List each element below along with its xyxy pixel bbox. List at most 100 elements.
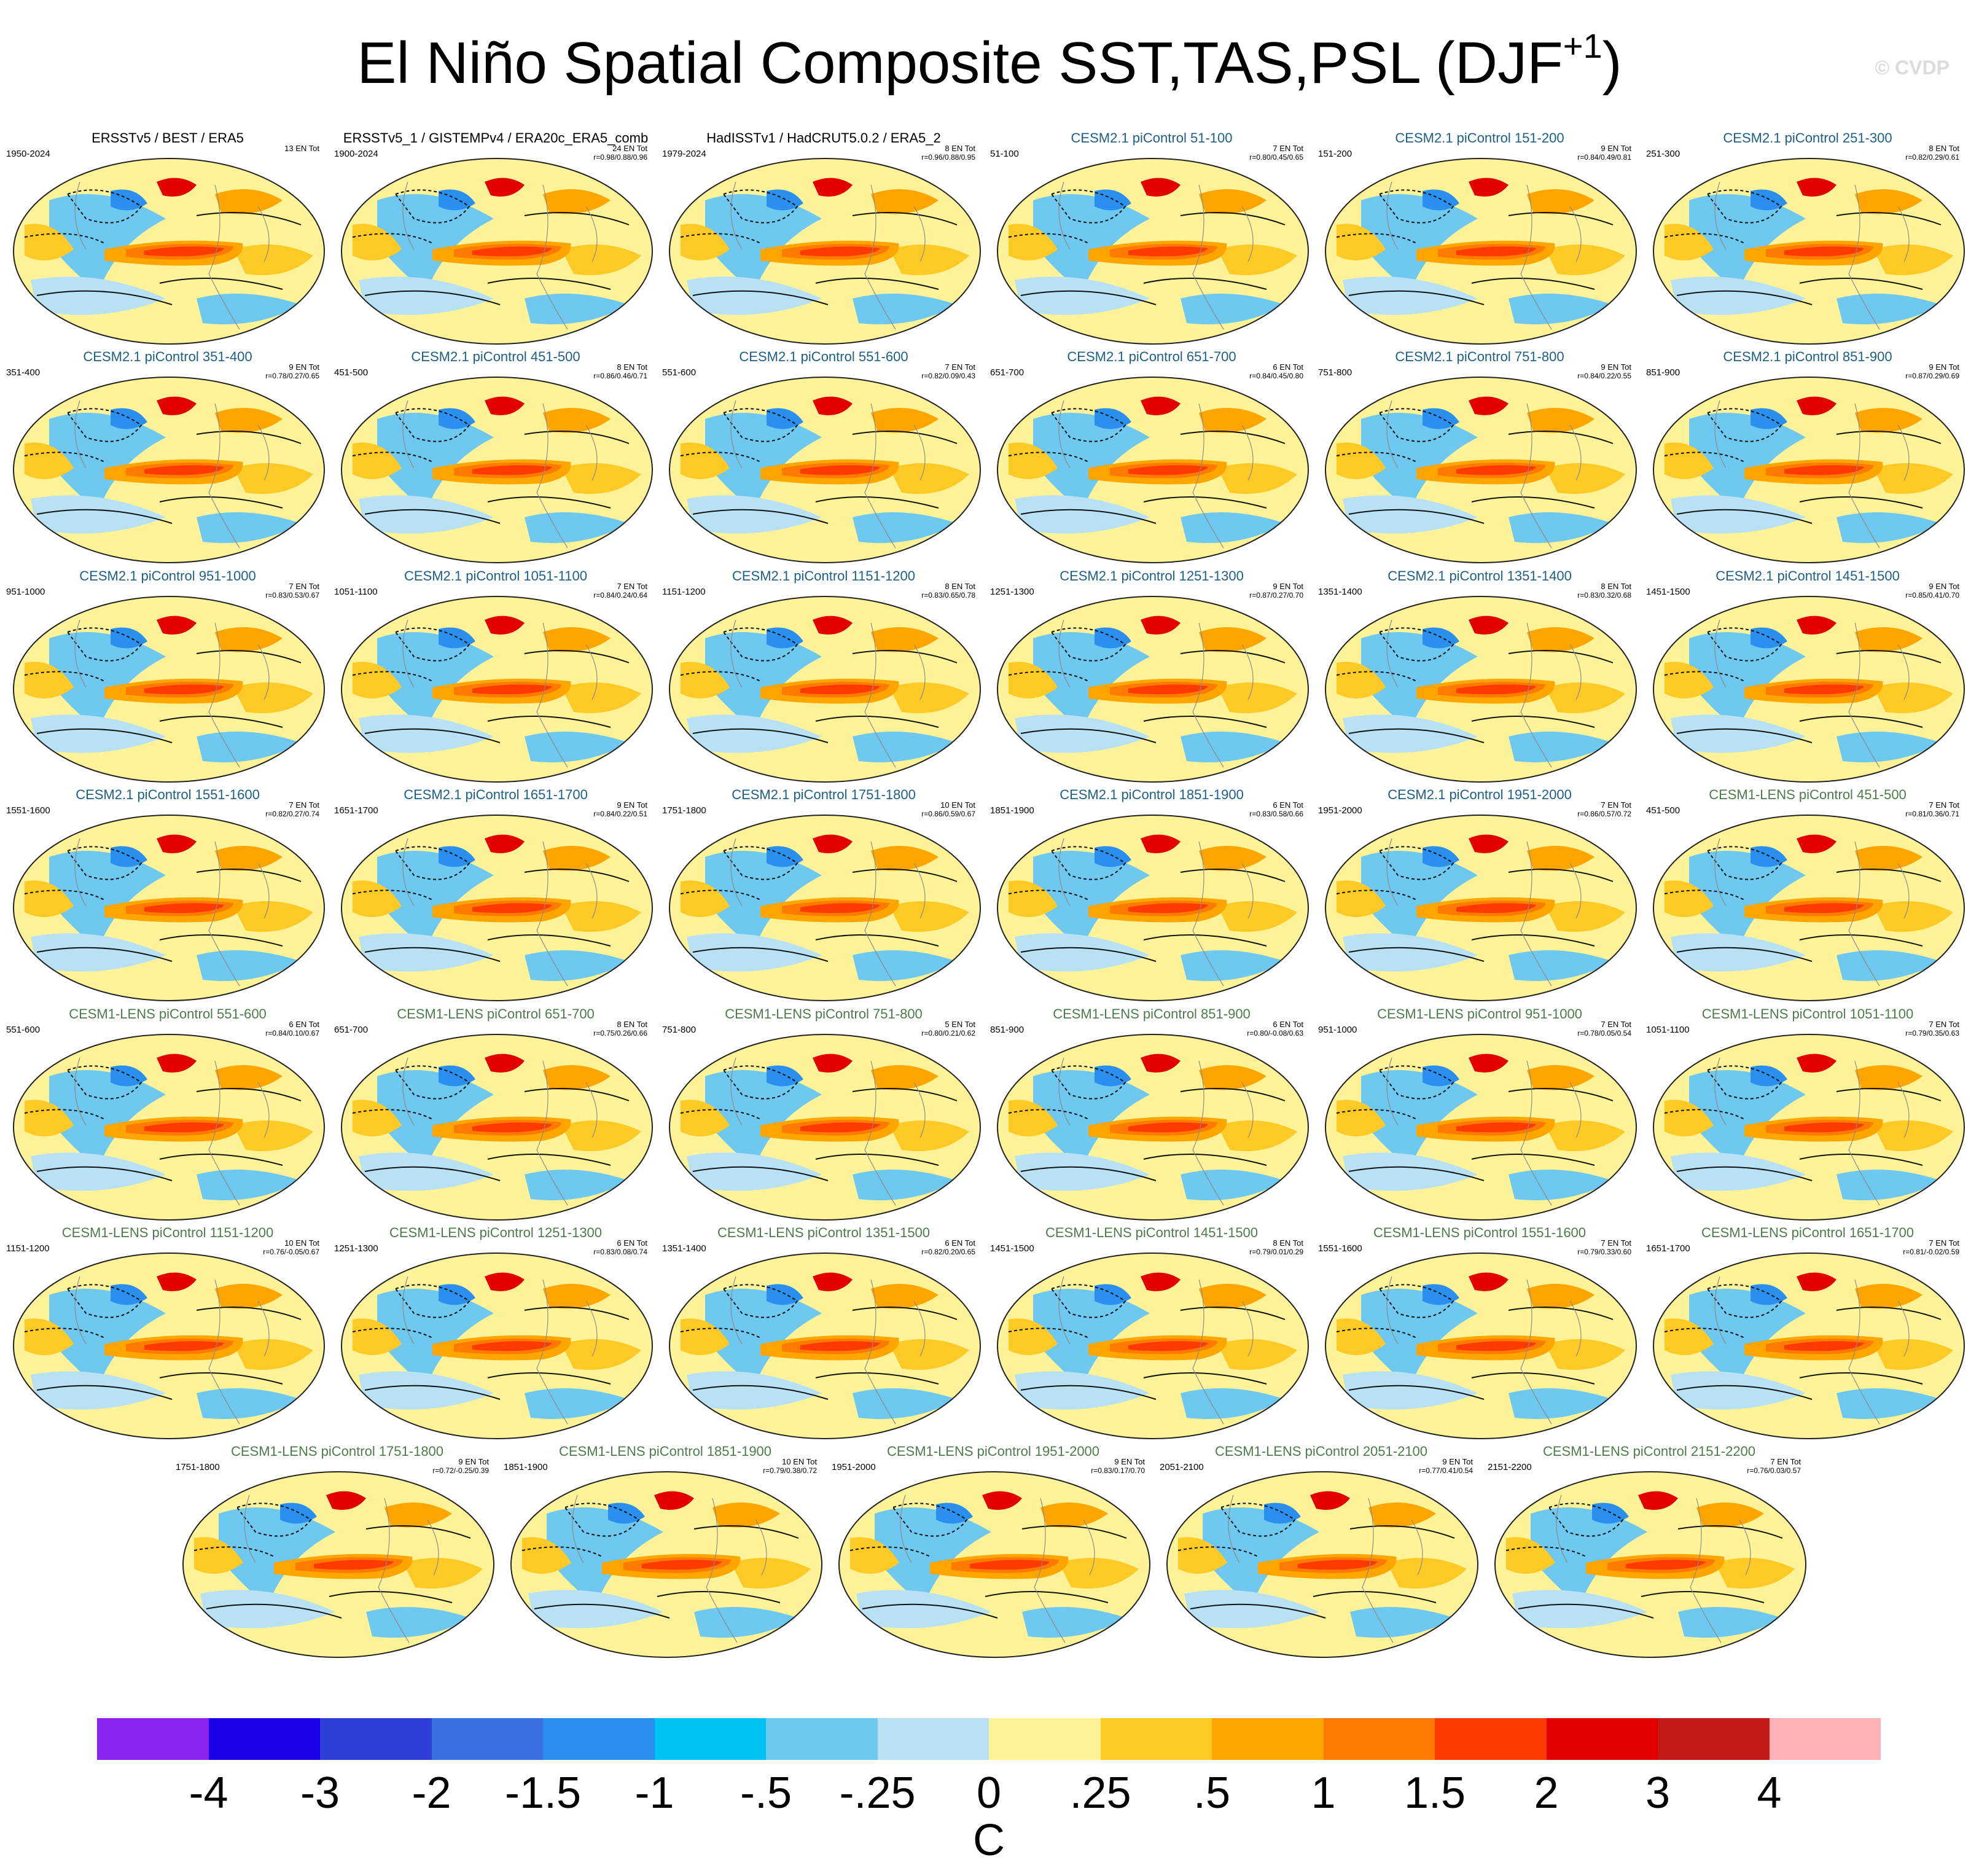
psl-contour bbox=[196, 869, 302, 882]
anomaly-region bbox=[1033, 413, 1150, 511]
coastline bbox=[536, 841, 568, 987]
cvdp-watermark: © CVDP bbox=[1875, 57, 1950, 79]
anomaly-region bbox=[561, 1339, 641, 1370]
anomaly-region bbox=[377, 1070, 494, 1168]
anomaly-region bbox=[472, 246, 552, 257]
coastline bbox=[257, 206, 270, 262]
panel-title: CESM2.1 piControl 251-300 bbox=[1723, 130, 1892, 146]
coastline bbox=[427, 1519, 439, 1576]
anomaly-region bbox=[377, 851, 494, 949]
anomaly-region bbox=[1015, 714, 1150, 753]
coastline bbox=[257, 1082, 270, 1138]
psl-contour bbox=[534, 1603, 670, 1619]
coastline bbox=[1569, 644, 1582, 700]
psl-contour bbox=[1378, 627, 1454, 662]
psl-contour bbox=[159, 278, 283, 290]
psl-contour bbox=[722, 1284, 798, 1318]
panel-pattern-correlation: r=0.86/0.57/0.72 bbox=[1577, 810, 1631, 818]
anomaly-region bbox=[1361, 1070, 1478, 1168]
panel-event-count: 8 EN Tot bbox=[945, 144, 975, 153]
panel-pattern-correlation: r=0.83/0.58/0.66 bbox=[1249, 810, 1303, 818]
anomaly-region bbox=[525, 732, 629, 762]
anomaly-region bbox=[853, 950, 957, 981]
panel-year-range: 1651-1700 bbox=[1646, 1243, 1690, 1254]
psl-contour bbox=[352, 451, 433, 463]
panel-title: CESM2.1 piControl 451-500 bbox=[411, 349, 580, 364]
anomaly-region bbox=[1469, 1053, 1509, 1073]
psl-contour bbox=[1676, 290, 1813, 305]
anomaly-region bbox=[800, 1341, 880, 1351]
psl-contour bbox=[1664, 1327, 1745, 1339]
anomaly-region bbox=[472, 1341, 552, 1351]
anomaly-region bbox=[1009, 662, 1058, 698]
coastline bbox=[1386, 619, 1399, 688]
anomaly-region bbox=[875, 1507, 991, 1606]
anomaly-region bbox=[800, 903, 880, 913]
anomaly-region bbox=[1665, 224, 1714, 260]
coastline bbox=[1192, 841, 1224, 987]
panel-pattern-correlation: r=0.77/0.41/0.54 bbox=[1419, 1466, 1473, 1475]
psl-contour bbox=[1676, 947, 1813, 962]
map-panel: CESM2.1 piControl 1851-1900 1851-1900 6 EN… bbox=[988, 787, 1316, 1006]
psl-contour bbox=[1471, 1154, 1595, 1166]
psl-contour bbox=[1020, 509, 1157, 524]
anomaly-region bbox=[1837, 1170, 1941, 1200]
coastline bbox=[402, 619, 415, 688]
anomaly-region bbox=[800, 1122, 880, 1133]
map-frame bbox=[1653, 815, 1965, 1001]
anomaly-region bbox=[1509, 732, 1613, 762]
panel-title: CESM2.1 piControl 351-400 bbox=[83, 349, 252, 364]
panel-title: CESM1-LENS piControl 451-500 bbox=[1709, 787, 1907, 802]
coastline bbox=[1520, 1279, 1552, 1425]
coastline bbox=[1192, 184, 1224, 330]
psl-contour bbox=[1836, 869, 1942, 882]
anomaly-region bbox=[144, 465, 224, 475]
coastline bbox=[1569, 424, 1582, 481]
composite-map bbox=[997, 1253, 1309, 1439]
psl-contour bbox=[1836, 1307, 1942, 1320]
colorbar-swatch bbox=[208, 1718, 320, 1760]
panel-title: CESM2.1 piControl 1051-1100 bbox=[404, 568, 587, 584]
anomaly-region bbox=[215, 846, 283, 871]
panel-pattern-correlation: r=0.79/0.35/0.63 bbox=[1905, 1029, 1959, 1038]
composite-map bbox=[13, 815, 325, 1001]
anomaly-region bbox=[525, 294, 629, 324]
anomaly-region bbox=[528, 1590, 663, 1628]
map-panel: CESM2.1 piControl 1251-1300 1251-1300 9 EN… bbox=[988, 568, 1316, 787]
psl-contour bbox=[849, 1546, 931, 1557]
anomaly-region bbox=[1665, 1100, 1714, 1136]
map-panel: CESM1-LENS piControl 1351-1500 1351-1400 6… bbox=[660, 1225, 988, 1444]
coastline bbox=[913, 424, 926, 481]
anomaly-region bbox=[889, 463, 969, 494]
map-panel: CESM2.1 piControl 351-400 351-400 9 EN Tot… bbox=[4, 349, 332, 568]
map-container bbox=[1324, 814, 1637, 1002]
psl-contour bbox=[852, 431, 958, 444]
psl-contour bbox=[1471, 496, 1595, 509]
psl-contour bbox=[693, 1525, 799, 1539]
psl-contour bbox=[1508, 1088, 1614, 1101]
psl-contour bbox=[193, 1546, 275, 1557]
anomaly-region bbox=[1456, 465, 1536, 475]
anomaly-region bbox=[813, 616, 853, 635]
panel-year-range: 1979-2024 bbox=[662, 149, 706, 159]
coastline bbox=[1848, 1279, 1880, 1425]
anomaly-region bbox=[25, 442, 74, 479]
psl-contour bbox=[524, 1307, 630, 1320]
psl-contour bbox=[680, 233, 761, 244]
anomaly-region bbox=[525, 1170, 629, 1200]
anomaly-region bbox=[1509, 1170, 1613, 1200]
psl-contour bbox=[692, 509, 829, 524]
coastline bbox=[1897, 644, 1910, 700]
map-panel: CESM1-LENS piControl 2151-2200 2151-2200 7… bbox=[1485, 1444, 1813, 1662]
anomaly-region bbox=[1009, 880, 1058, 917]
psl-contour bbox=[692, 290, 829, 305]
psl-contour bbox=[1836, 650, 1942, 663]
map-frame bbox=[838, 1471, 1150, 1658]
map-panel: CESM2.1 piControl 1151-1200 1151-1200 8 EN… bbox=[660, 568, 988, 787]
anomaly-region bbox=[1671, 933, 1806, 972]
psl-contour bbox=[1050, 1065, 1126, 1100]
anomaly-region bbox=[1009, 224, 1058, 260]
composite-map bbox=[1325, 815, 1637, 1001]
map-frame bbox=[13, 1253, 325, 1439]
coastline bbox=[864, 841, 896, 987]
